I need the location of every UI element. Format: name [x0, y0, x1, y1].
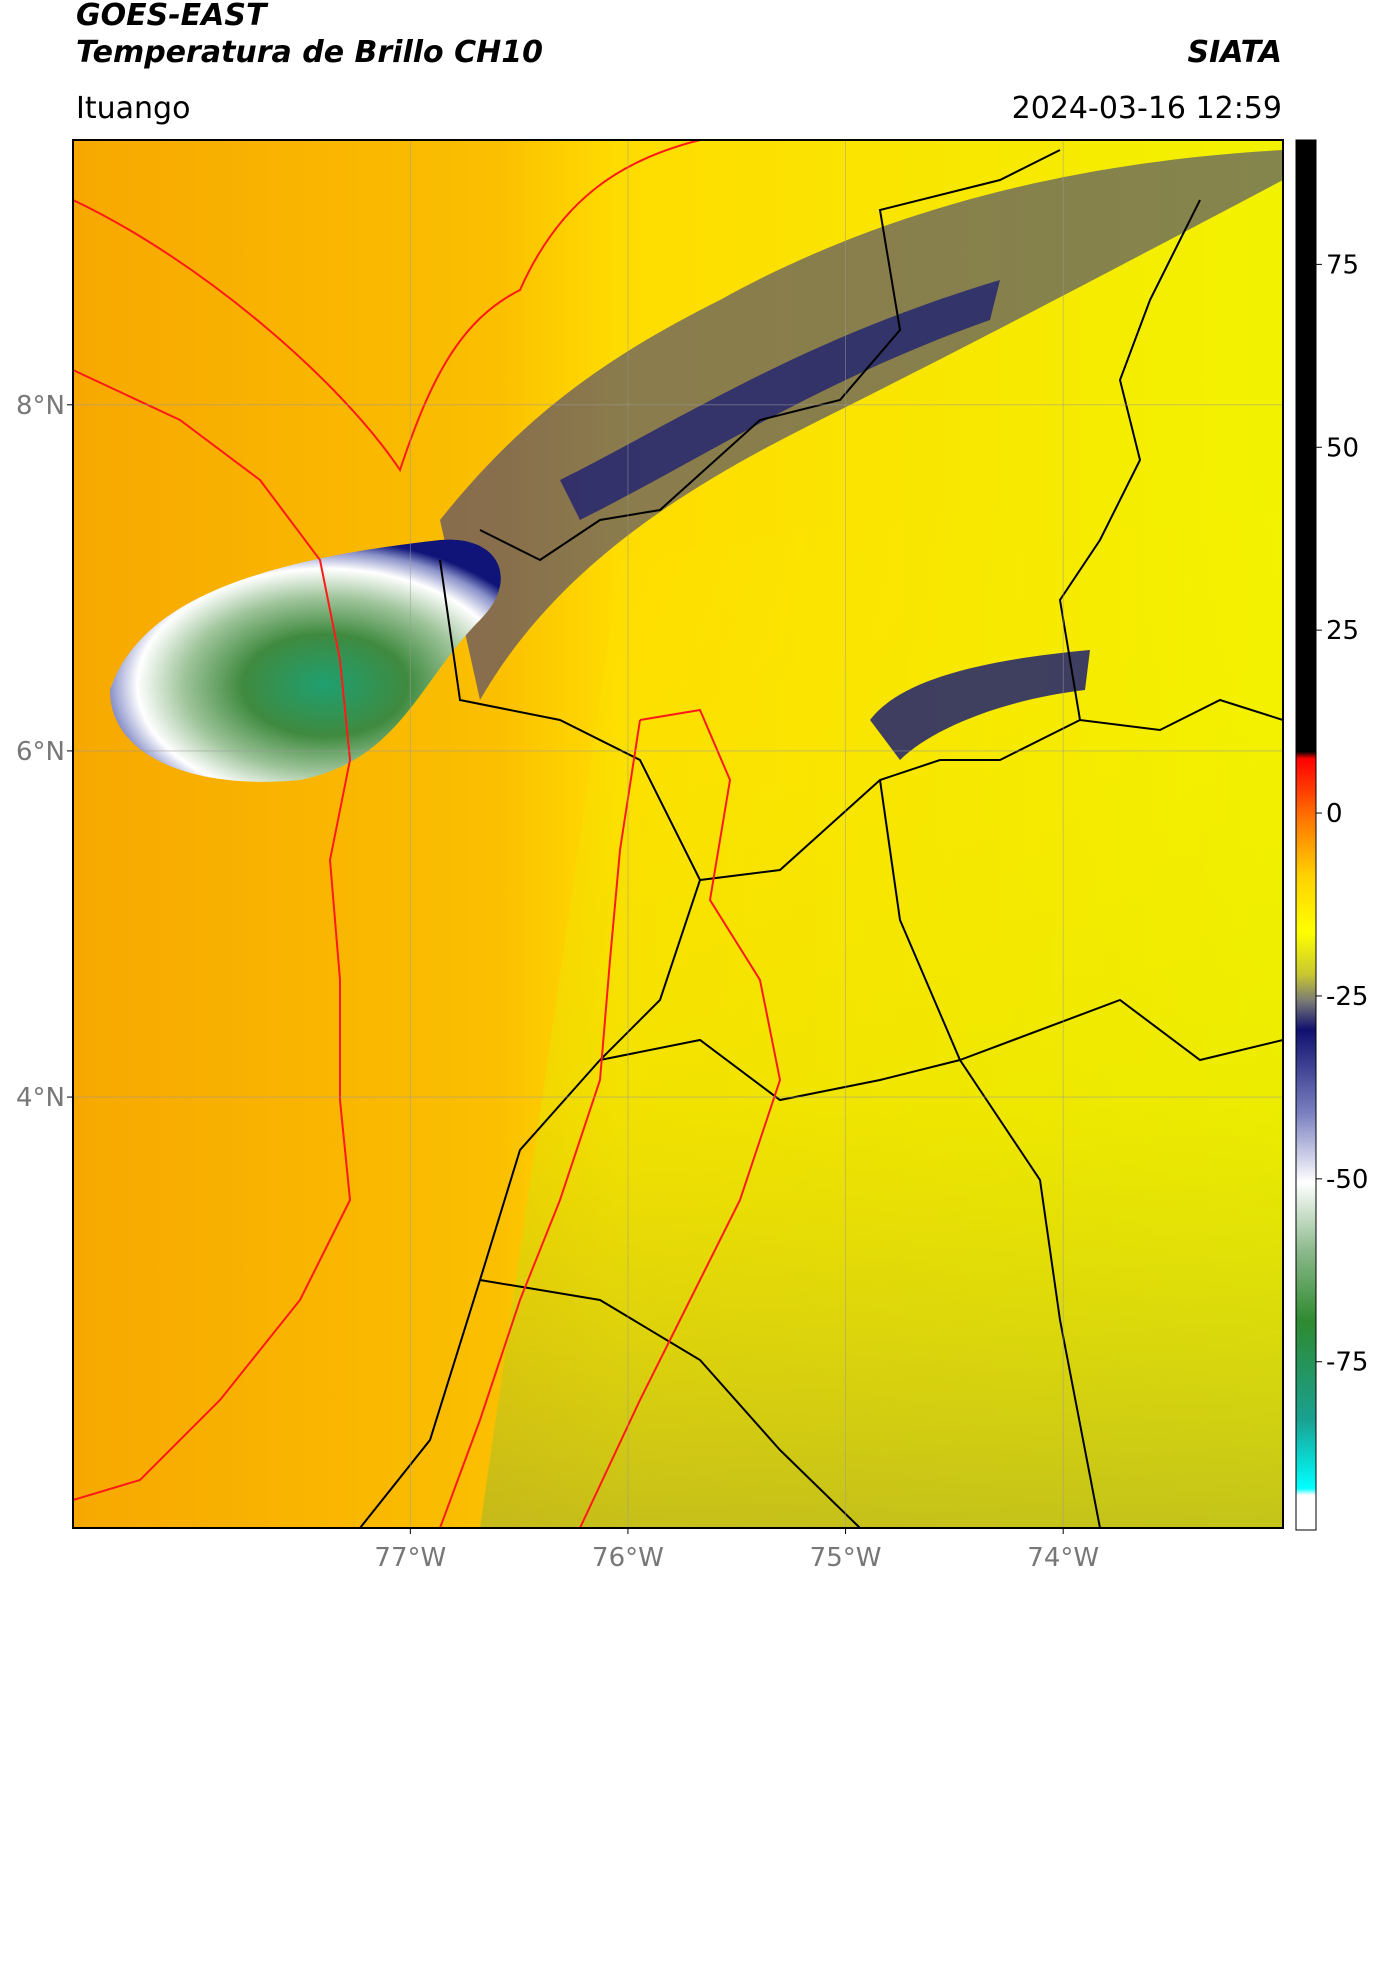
- colorbar-label: 25: [1326, 616, 1359, 646]
- lat-label: 6°N: [16, 737, 65, 767]
- lon-label: 74°W: [1027, 1543, 1099, 1573]
- lon-label: 76°W: [592, 1543, 664, 1573]
- datetime: 2024-03-16 12:59: [1012, 91, 1282, 126]
- coast-and-ituango: [73, 140, 782, 1528]
- borders: [359, 149, 1283, 1528]
- cloud-band: [560, 280, 1000, 520]
- land-shade: [480, 460, 1283, 1528]
- lat-label: 4°N: [16, 1083, 65, 1113]
- convective-cloud: [110, 539, 501, 782]
- lat-label: 8°N: [16, 391, 65, 421]
- colorbar-label: 0: [1326, 799, 1343, 829]
- title: GOES-EAST: [76, 0, 269, 33]
- cloud-band: [870, 650, 1090, 760]
- cloud-band: [440, 150, 1283, 700]
- colorbar-label: 75: [1326, 250, 1359, 280]
- colorbar: [1295, 139, 1317, 1531]
- location: Ituango: [76, 91, 190, 126]
- lon-label: 77°W: [374, 1543, 446, 1573]
- grid: [73, 140, 1283, 1528]
- colorbar-label: -75: [1326, 1348, 1368, 1378]
- colorbar-label: -50: [1326, 1165, 1368, 1195]
- source: SIATA: [1188, 35, 1282, 70]
- colorbar-label: -25: [1326, 982, 1368, 1012]
- subtitle: Temperatura de Brillo CH10: [76, 35, 543, 70]
- lon-label: 75°W: [810, 1543, 882, 1573]
- map-frame: [72, 139, 1284, 1529]
- map: [73, 140, 1283, 1528]
- colorbar-label: 50: [1326, 433, 1359, 463]
